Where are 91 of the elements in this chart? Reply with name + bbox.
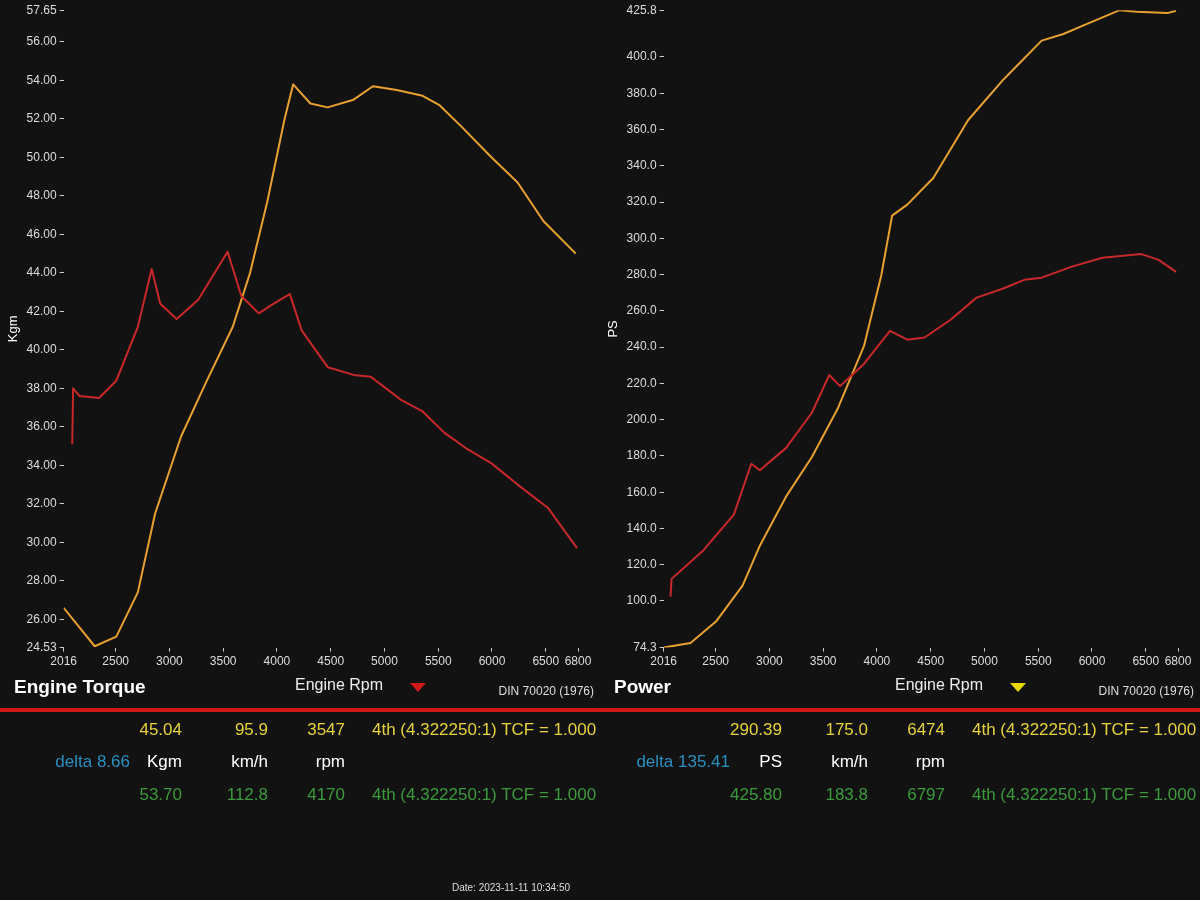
y-tick-label: 200.0	[626, 411, 657, 426]
x-tick-label: 2500	[702, 654, 730, 669]
text: 4th (4.322250:1) TCF = 1.000	[372, 720, 597, 740]
x-tick-label: 5000	[971, 654, 999, 669]
text: 6474	[907, 720, 945, 740]
text: delta 8.66	[55, 752, 130, 772]
y-tick-label: 180.0	[626, 448, 657, 463]
x-tick-label: 5500	[1024, 654, 1052, 669]
y-tick-label: 32.00	[26, 496, 57, 511]
x-tick-label: 3500	[809, 654, 837, 669]
text: rpm	[915, 752, 945, 772]
text: 95.9	[234, 720, 268, 740]
x-axis-title: Engine Rpm	[295, 676, 384, 694]
y-axis-title: PS	[605, 319, 621, 338]
y-tick-label: 360.0	[626, 121, 657, 136]
y-tick-label: 56.00	[26, 34, 57, 49]
text: 53.70	[139, 785, 182, 805]
y-tick-label: 400.0	[626, 49, 657, 64]
y-tick-label: 300.0	[626, 230, 657, 245]
text: delta 135.41	[636, 752, 730, 772]
y-tick-label: 120.0	[626, 557, 657, 572]
y-tick-label: 240.0	[626, 339, 657, 354]
x-tick-label: 5500	[424, 654, 452, 669]
x-tick-label: 4000	[863, 654, 891, 669]
y-tick-label: 30.00	[26, 534, 57, 549]
y-tick-label: 280.0	[626, 266, 657, 281]
x-tick-label: 5000	[371, 654, 399, 669]
y-tick-label: 26.00	[26, 611, 57, 626]
x-tick-label: 6000	[478, 654, 506, 669]
x-tick-label: 2016	[50, 654, 78, 669]
text: km/h	[831, 752, 868, 772]
text: Kgm	[147, 752, 182, 772]
text: 112.8	[226, 785, 268, 805]
x-tick-label: 2500	[102, 654, 130, 669]
text: 3547	[307, 720, 345, 740]
text: rpm	[315, 752, 345, 772]
text: 183.8	[825, 785, 868, 805]
y-tick-label: 340.0	[626, 158, 657, 173]
x-tick-label: 6500	[1132, 654, 1160, 669]
text: 425.80	[730, 785, 782, 805]
x-tick-label: 2016	[650, 654, 678, 669]
y-tick-label: 260.0	[626, 303, 657, 318]
text: DIN 70020 (1976)	[498, 684, 594, 698]
y-tick-label: 74.3	[633, 639, 657, 654]
y-tick-label: 44.00	[26, 265, 57, 280]
y-tick-label: 140.0	[626, 520, 657, 535]
x-tick-label: 6800	[1164, 654, 1192, 669]
y-tick-label: 425.8	[626, 2, 657, 17]
y-tick-label: 24.53	[26, 639, 57, 654]
y-tick-label: 54.00	[26, 72, 57, 87]
y-tick-label: 40.00	[26, 342, 57, 357]
text: km/h	[231, 752, 268, 772]
y-tick-label: 57.65	[26, 2, 57, 17]
x-tick-label: 4000	[263, 654, 291, 669]
x-tick-label: 6500	[532, 654, 560, 669]
x-tick-label: 3000	[156, 654, 184, 669]
y-tick-label: 38.00	[26, 380, 57, 395]
y-tick-label: 320.0	[626, 194, 657, 209]
y-tick-label: 28.00	[26, 573, 57, 588]
y-tick-label: 160.0	[626, 484, 657, 499]
y-tick-label: 48.00	[26, 188, 57, 203]
text: 4th (4.322250:1) TCF = 1.000	[972, 720, 1197, 740]
text: 4th (4.322250:1) TCF = 1.000	[972, 785, 1197, 805]
text: 175.0	[825, 720, 868, 740]
x-tick-label: 4500	[317, 654, 345, 669]
text: Date: 2023-11-11 10:34:50	[452, 882, 571, 893]
text: 4th (4.322250:1) TCF = 1.000	[372, 785, 597, 805]
y-tick-label: 100.0	[626, 593, 657, 608]
x-tick-label: 6800	[564, 654, 592, 669]
y-tick-label: 220.0	[626, 375, 657, 390]
text: Engine Torque	[14, 676, 146, 698]
text: 45.04	[139, 720, 182, 740]
text: DIN 70020 (1976)	[1098, 684, 1194, 698]
y-tick-label: 50.00	[26, 149, 57, 164]
text: 4170	[307, 785, 345, 805]
y-tick-label: 46.00	[26, 226, 57, 241]
x-tick-label: 3500	[209, 654, 237, 669]
y-tick-label: 36.00	[26, 419, 57, 434]
y-tick-label: 42.00	[26, 303, 57, 318]
text: PS	[759, 752, 782, 772]
x-axis-title: Engine Rpm	[895, 676, 984, 694]
text: 6797	[907, 785, 945, 805]
text: Power	[614, 676, 672, 698]
x-tick-label: 6000	[1078, 654, 1106, 669]
x-tick-label: 4500	[917, 654, 945, 669]
y-axis-title: Kgm	[5, 315, 21, 343]
y-tick-label: 380.0	[626, 85, 657, 100]
y-tick-label: 34.00	[26, 457, 57, 472]
y-tick-label: 52.00	[26, 111, 57, 126]
x-tick-label: 3000	[756, 654, 784, 669]
text: 290.39	[730, 720, 782, 740]
